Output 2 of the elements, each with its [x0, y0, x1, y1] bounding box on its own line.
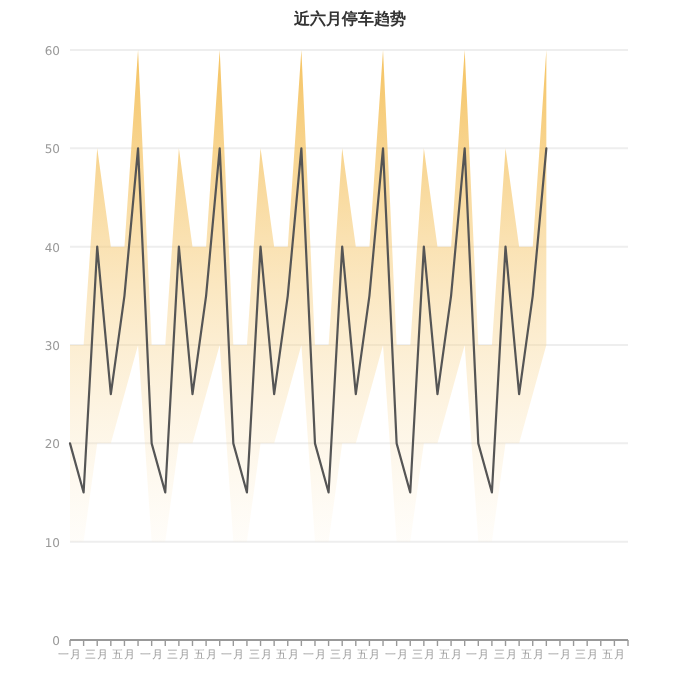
line-series [68, 147, 548, 494]
chart-title: 近六月停车趋势 [292, 10, 406, 28]
